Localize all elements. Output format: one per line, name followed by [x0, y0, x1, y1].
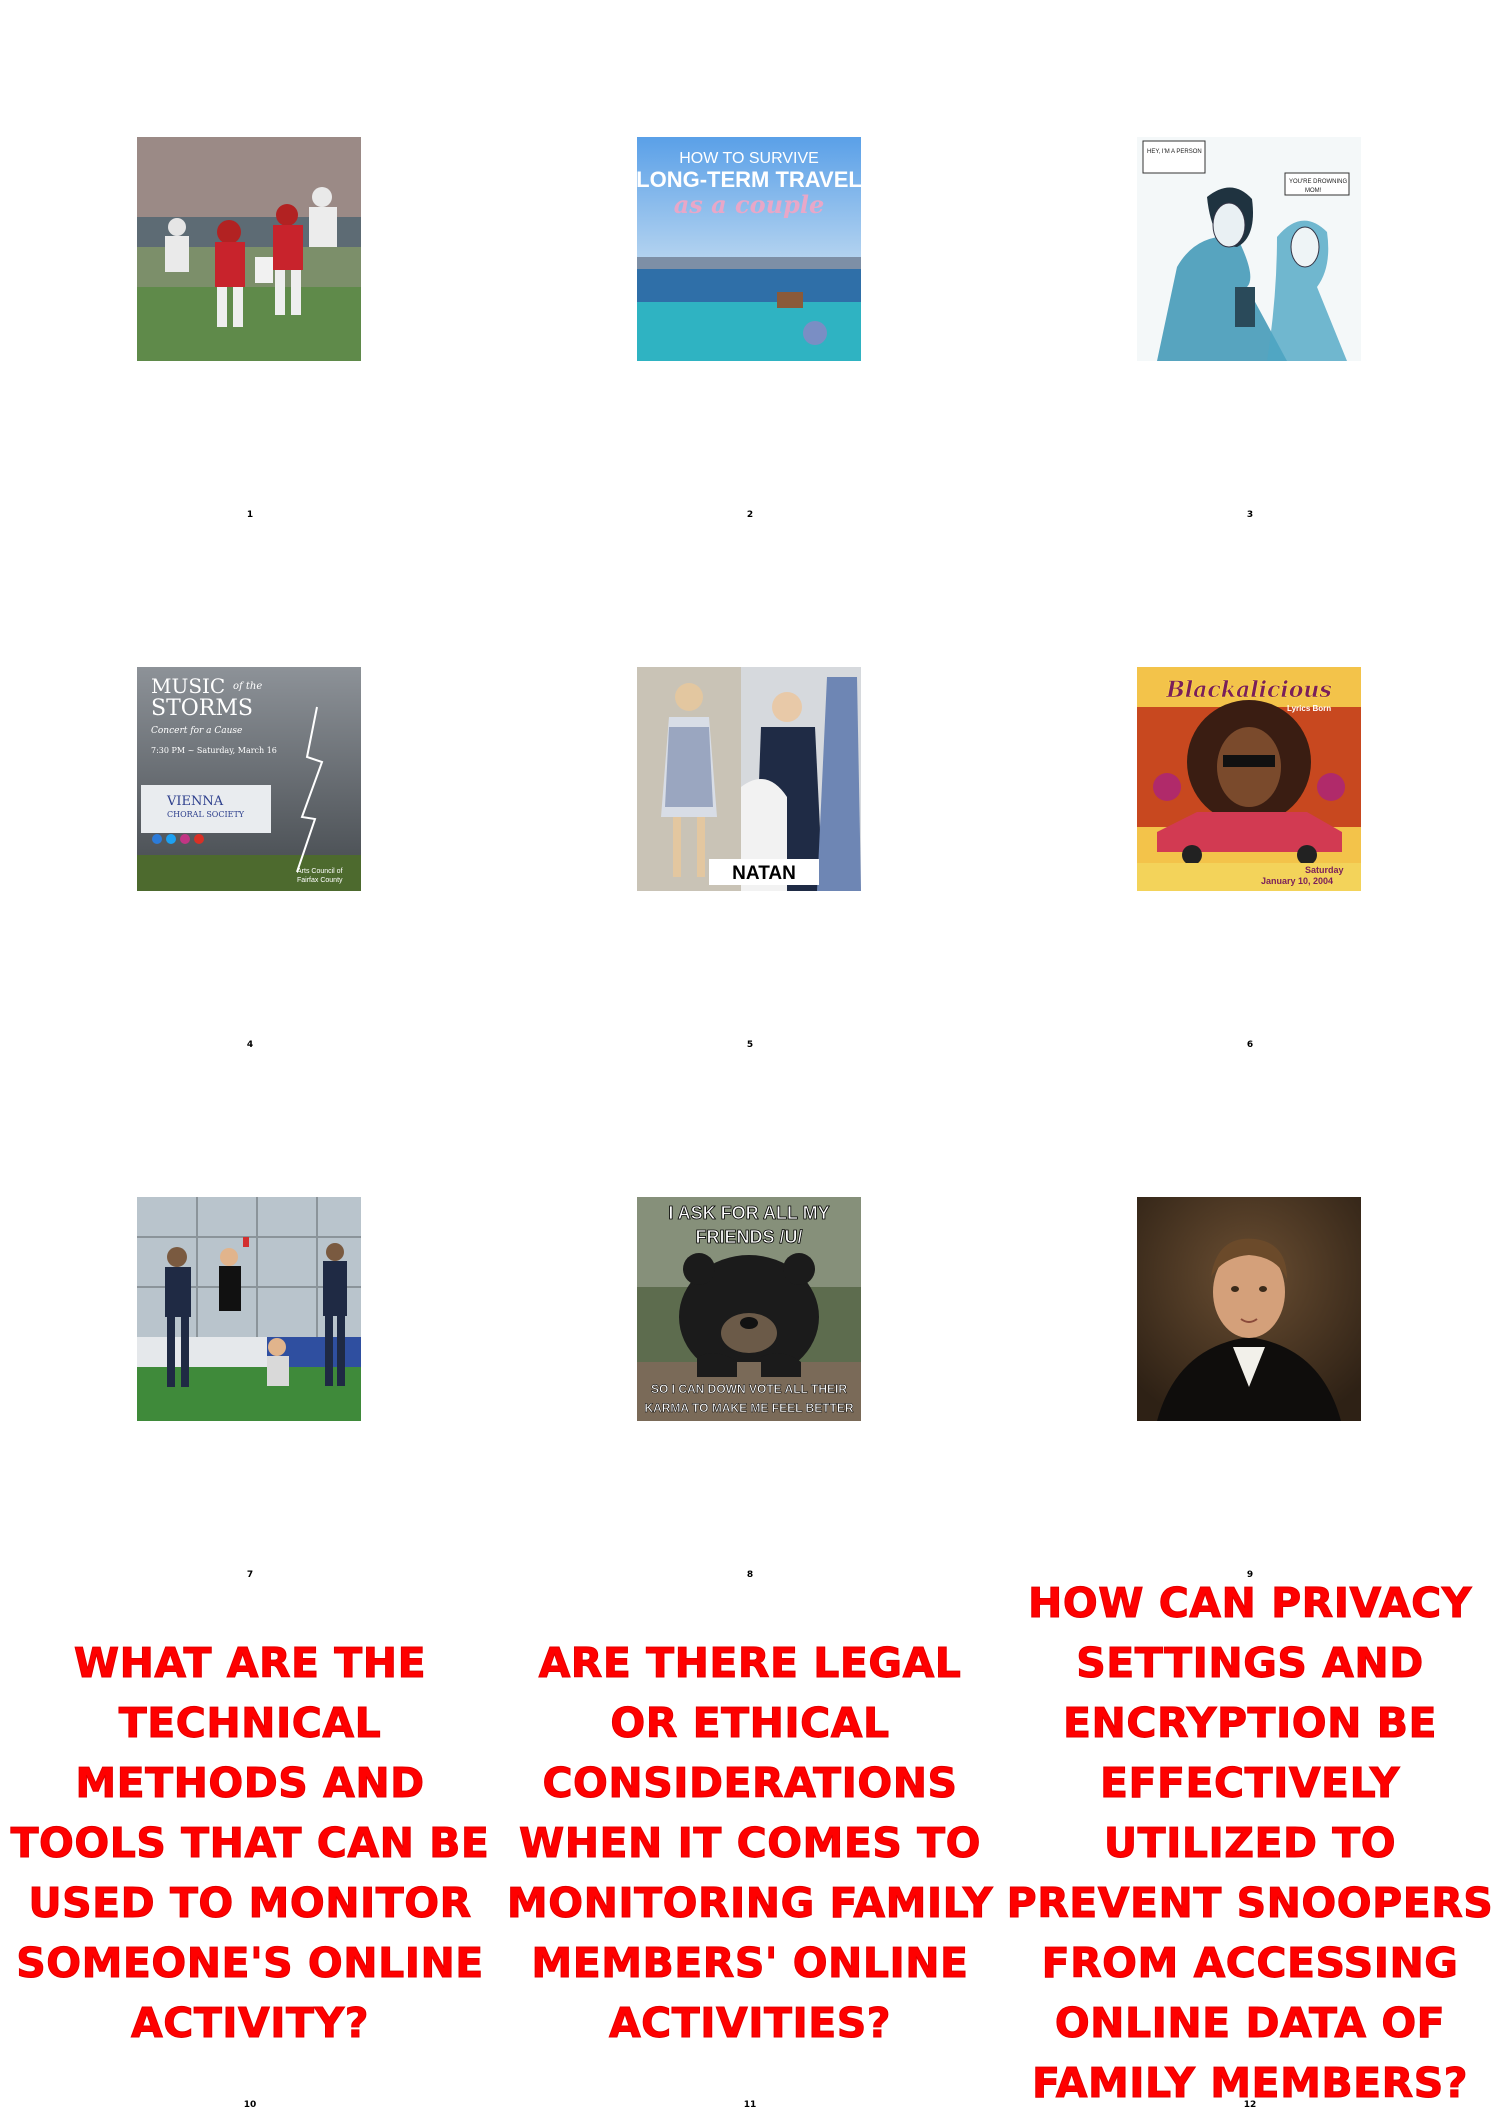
- travel-poster: HOW TO SURVIVE LONG-TERM TRAVEL as a cou…: [637, 137, 861, 361]
- question-text: ARE THERE LEGAL OR ETHICAL CONSIDERATION…: [506, 1638, 994, 2047]
- panel-number: 12: [1243, 2100, 1257, 2110]
- poster-date: January 10, 2004: [1261, 876, 1333, 886]
- poster-subtitle: Concert for a Cause: [151, 726, 242, 736]
- sponsor-2: Fairfax County: [297, 877, 343, 884]
- panel-7: 7: [0, 1060, 500, 1590]
- panel-number: 3: [1246, 510, 1254, 520]
- concert-poster: MUSIC of the STORMS Concert for a Cause …: [137, 667, 361, 891]
- gig-poster: Blackalicious Lyrics Born Saturday Janua…: [1137, 667, 1361, 891]
- poster-line-1: HOW TO SURVIVE: [679, 150, 819, 167]
- panel-2: HOW TO SURVIVE LONG-TERM TRAVEL as a cou…: [500, 0, 1000, 530]
- speech-bubble-2: YOU'RE DROWNING: [1289, 179, 1347, 185]
- panel-number: 2: [746, 510, 754, 520]
- panel-number: 4: [246, 1040, 254, 1050]
- comic-drawing: HEY, I'M A PERSON YOU'RE DROWNING MOM!: [1137, 137, 1361, 361]
- poster-title-3: STORMS: [151, 696, 253, 721]
- poster-line-2: LONG-TERM TRAVEL: [637, 167, 861, 192]
- poster-title-2: of the: [233, 681, 262, 692]
- panel-number: 7: [246, 1570, 254, 1580]
- fashion-photo: NATAN: [637, 667, 861, 891]
- meme-bottom-line-1: SO I CAN DOWN VOTE ALL THEIR: [651, 1382, 847, 1396]
- poster-org-2: CHORAL SOCIETY: [167, 810, 245, 819]
- panel-8: I ASK FOR ALL MY FRIENDS /U/ SO I CAN DO…: [500, 1060, 1000, 1590]
- panel-number: 6: [1246, 1040, 1254, 1050]
- speech-bubble-3: MOM!: [1305, 188, 1322, 194]
- panel-number: 8: [746, 1570, 754, 1580]
- poster-line-3: as a couple: [674, 190, 825, 219]
- question-box: ARE THERE LEGAL OR ETHICAL CONSIDERATION…: [500, 1590, 1000, 2095]
- panel-4: MUSIC of the STORMS Concert for a Cause …: [0, 530, 500, 1060]
- poster-org-1: VIENNA: [166, 794, 224, 809]
- meme-top-line-2: FRIENDS /U/: [695, 1227, 802, 1247]
- portrait-painting: [1137, 1197, 1361, 1421]
- panel-number: 9: [1246, 1570, 1254, 1580]
- panel-5: NATAN 5: [500, 530, 1000, 1060]
- panel-11: ARE THERE LEGAL OR ETHICAL CONSIDERATION…: [500, 1590, 1000, 2120]
- poster-day: Saturday: [1305, 865, 1344, 875]
- poster-guest: Lyrics Born: [1287, 704, 1331, 713]
- panel-number: 5: [746, 1040, 754, 1050]
- panel-9: 9: [1000, 1060, 1500, 1590]
- bear-meme: I ASK FOR ALL MY FRIENDS /U/ SO I CAN DO…: [637, 1197, 861, 1421]
- panel-12: HOW CAN PRIVACY SETTINGS AND ENCRYPTION …: [1000, 1578, 1500, 2120]
- sponsor-1: Arts Council of: [297, 868, 343, 875]
- question-box: HOW CAN PRIVACY SETTINGS AND ENCRYPTION …: [1000, 1578, 1500, 2107]
- meme-bottom-line-2: KARMA TO MAKE ME FEEL BETTER: [644, 1401, 853, 1415]
- panel-1: 1: [0, 0, 500, 530]
- question-text: HOW CAN PRIVACY SETTINGS AND ENCRYPTION …: [1006, 1578, 1494, 2107]
- brand-label: NATAN: [732, 863, 796, 884]
- panel-6: Blackalicious Lyrics Born Saturday Janua…: [1000, 530, 1500, 1060]
- panel-3: HEY, I'M A PERSON YOU'RE DROWNING MOM! 3: [1000, 0, 1500, 530]
- football-photo: [137, 137, 361, 361]
- panel-10: WHAT ARE THE TECHNICAL METHODS AND TOOLS…: [0, 1590, 500, 2120]
- panel-number: 10: [243, 2100, 257, 2110]
- panel-number: 1: [246, 510, 254, 520]
- question-text: WHAT ARE THE TECHNICAL METHODS AND TOOLS…: [10, 1638, 490, 2047]
- poster-date: 7:30 PM ~ Saturday, March 16: [151, 746, 277, 755]
- panel-number: 11: [743, 2100, 757, 2110]
- soccer-photo: [137, 1197, 361, 1421]
- poster-title-1: MUSIC: [151, 674, 225, 698]
- poster-headline: Blackalicious: [1165, 677, 1332, 703]
- speech-bubble-1: HEY, I'M A PERSON: [1147, 149, 1202, 155]
- question-box: WHAT ARE THE TECHNICAL METHODS AND TOOLS…: [0, 1590, 500, 2095]
- meme-top-line-1: I ASK FOR ALL MY: [668, 1203, 829, 1223]
